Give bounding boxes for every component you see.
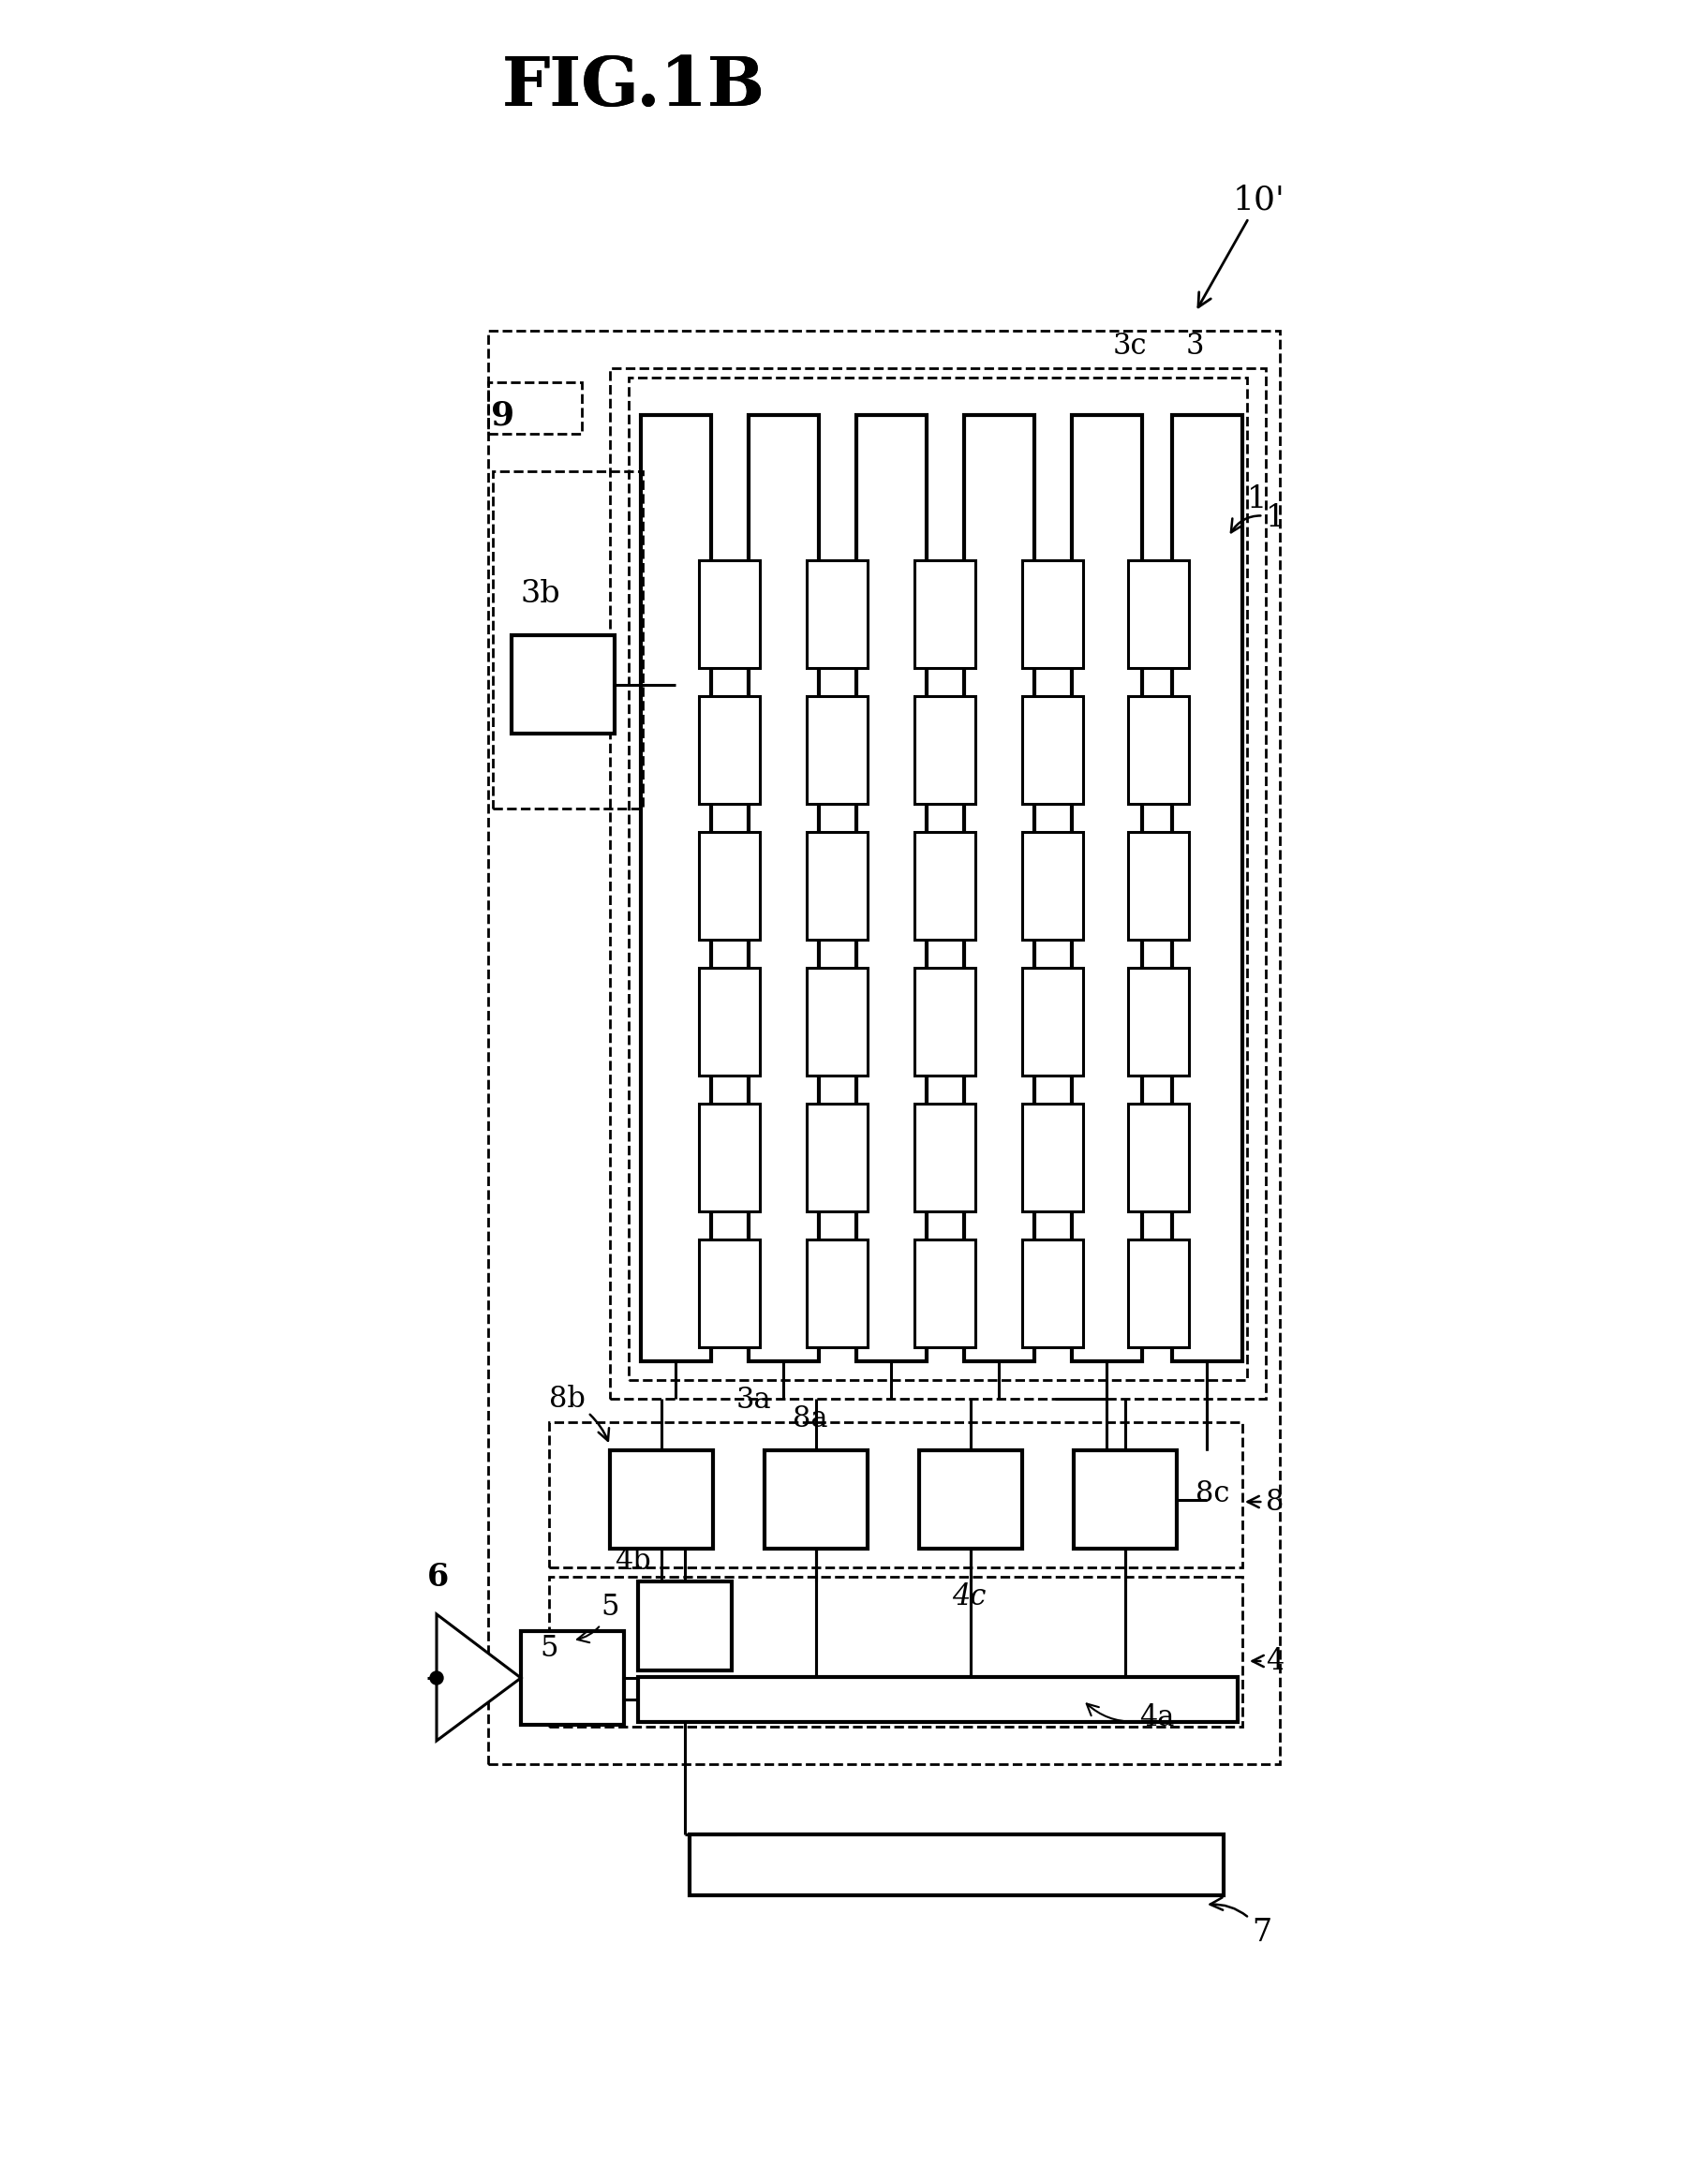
Bar xyxy=(1073,1450,1177,1549)
Text: 4: 4 xyxy=(1252,1647,1283,1675)
Text: 7: 7 xyxy=(1209,1898,1271,1948)
Bar xyxy=(699,1240,760,1348)
Bar xyxy=(856,416,926,1361)
Bar xyxy=(806,696,868,804)
Bar xyxy=(521,1632,623,1725)
Bar xyxy=(914,696,975,804)
Text: FIG.1B: FIG.1B xyxy=(502,54,765,121)
Bar xyxy=(511,635,615,735)
Bar xyxy=(699,696,760,804)
Bar xyxy=(1172,416,1242,1361)
Bar xyxy=(1021,1103,1083,1211)
Bar xyxy=(1021,561,1083,667)
Bar xyxy=(1127,561,1189,667)
Text: 3: 3 xyxy=(1185,332,1204,360)
Bar xyxy=(806,1240,868,1348)
Bar xyxy=(1127,832,1189,940)
Text: 8a: 8a xyxy=(793,1404,827,1432)
Text: 4c: 4c xyxy=(951,1582,986,1612)
Bar xyxy=(1021,696,1083,804)
Text: 8b: 8b xyxy=(548,1385,608,1441)
Bar xyxy=(914,1103,975,1211)
Text: 3b: 3b xyxy=(521,579,560,609)
Bar xyxy=(1021,969,1083,1075)
Bar xyxy=(548,1422,1242,1567)
Bar xyxy=(492,470,642,808)
Bar xyxy=(1127,1103,1189,1211)
Bar xyxy=(610,1450,712,1549)
Bar xyxy=(610,368,1266,1398)
Text: 9: 9 xyxy=(490,399,514,431)
Text: 1: 1 xyxy=(1230,503,1284,533)
Text: 5: 5 xyxy=(577,1593,618,1643)
Bar xyxy=(806,969,868,1075)
Bar xyxy=(1071,416,1141,1361)
Text: 4b: 4b xyxy=(615,1547,651,1575)
Text: 8c: 8c xyxy=(1196,1480,1230,1508)
Bar xyxy=(1127,696,1189,804)
Text: 1: 1 xyxy=(1247,485,1266,514)
Bar xyxy=(914,1240,975,1348)
Bar xyxy=(699,561,760,667)
Bar xyxy=(690,1835,1223,1896)
Text: FIG.1B: FIG.1B xyxy=(502,54,765,121)
Text: 3a: 3a xyxy=(736,1385,772,1415)
Bar xyxy=(1021,832,1083,940)
Bar xyxy=(699,1103,760,1211)
Bar xyxy=(806,832,868,940)
Bar xyxy=(699,832,760,940)
Bar xyxy=(963,416,1033,1361)
Bar xyxy=(699,969,760,1075)
Bar xyxy=(488,381,581,433)
Text: 8: 8 xyxy=(1247,1487,1283,1517)
Bar xyxy=(763,1450,868,1549)
Text: 10': 10' xyxy=(1197,184,1284,308)
Text: 5: 5 xyxy=(540,1634,559,1662)
Text: 3c: 3c xyxy=(1112,332,1146,360)
Bar xyxy=(914,832,975,940)
Circle shape xyxy=(430,1671,442,1684)
Bar xyxy=(1127,1240,1189,1348)
Text: 6: 6 xyxy=(427,1562,449,1593)
Bar xyxy=(1021,1240,1083,1348)
Bar xyxy=(919,1450,1021,1549)
Text: 4a: 4a xyxy=(1086,1703,1173,1731)
Bar xyxy=(748,416,818,1361)
Bar xyxy=(806,1103,868,1211)
Bar xyxy=(637,1677,1237,1723)
Bar xyxy=(548,1578,1242,1727)
Bar xyxy=(637,1582,731,1671)
Polygon shape xyxy=(436,1614,521,1740)
Bar xyxy=(629,377,1247,1380)
Bar xyxy=(806,561,868,667)
Bar xyxy=(914,969,975,1075)
Bar xyxy=(1127,969,1189,1075)
Bar xyxy=(640,416,711,1361)
Bar xyxy=(488,332,1279,1764)
Bar xyxy=(914,561,975,667)
